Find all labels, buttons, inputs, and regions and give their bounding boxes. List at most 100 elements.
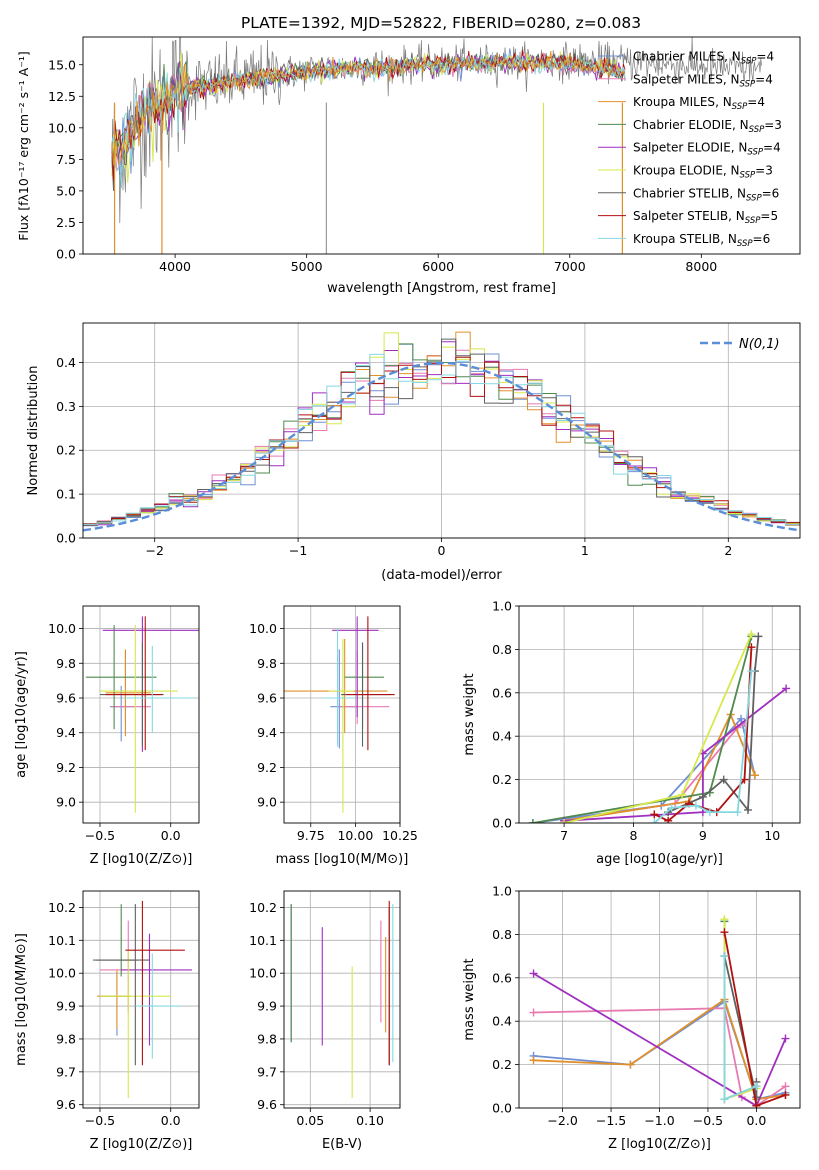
weight-line [532, 636, 753, 823]
y-tick-label: 9.7 [257, 1064, 277, 1079]
weight-marker [626, 1060, 635, 1069]
y-axis-label: age [log10(age/yr)] [14, 651, 29, 778]
y-axis-label: mass weight [462, 958, 477, 1040]
weight-line [653, 647, 753, 822]
legend-label: Chabrier MILES, NSSP=4 [633, 50, 774, 67]
x-tick-label: −2.0 [547, 1113, 577, 1128]
legend-label: Chabrier ELODIE, NSSP=3 [633, 118, 782, 135]
x-axis-label: Z [log10(Z/Z⊙)] [608, 1137, 711, 1152]
y-tick-label: 0.4 [492, 729, 512, 744]
y-tick-label: 0.2 [492, 772, 512, 787]
y-tick-label: 9.0 [56, 795, 76, 810]
weight-marker [720, 952, 729, 961]
weight-marker [720, 928, 729, 937]
legend-nssp-subscript: SSP [746, 193, 762, 203]
weight-marker [529, 1008, 538, 1017]
weight-marker [750, 771, 759, 780]
weight-marker [650, 819, 659, 823]
weight-marker [752, 1082, 761, 1091]
legend-label: Salpeter ELODIE, NSSP=4 [633, 141, 781, 158]
y-tick-label: 9.4 [56, 725, 76, 740]
y-tick-label: 9.0 [257, 795, 277, 810]
weight-marker [781, 1034, 790, 1043]
x-tick-label: 10.00 [337, 828, 373, 843]
y-tick-label: 0.0 [492, 1101, 512, 1116]
y-tick-label: 2.5 [56, 215, 76, 230]
y-tick-label: 9.7 [56, 1064, 76, 1079]
legend-model-name: Chabrier MILES [633, 50, 724, 64]
legend-nssp-eq: = [760, 209, 770, 223]
y-tick-label: 9.2 [257, 760, 277, 775]
x-tick-label: 7000 [554, 259, 586, 274]
y-tick-label: 0.6 [492, 685, 512, 700]
legend-nssp-prefix: , N [728, 209, 745, 223]
x-tick-label: 10 [764, 828, 780, 843]
panel-weight_vs_Z: −2.0 −1.5 −1.0 −0.5 0.0 0.0 0.2 0.4 0.6 0.8 1.0 Z [… [462, 884, 801, 1152]
plot-area [92, 900, 192, 1099]
normal-curve [83, 361, 800, 532]
legend-nssp-subscript: SSP [749, 125, 765, 135]
x-tick-label: 0.0 [746, 1113, 766, 1128]
plot-area [290, 900, 394, 1099]
legend-nssp-prefix: , N [723, 72, 740, 86]
y-tick-label: 10.0 [249, 966, 277, 981]
y-tick-label: 10.0 [48, 120, 76, 135]
y-tick-label: 10.0 [249, 621, 277, 636]
legend-nssp-subscript: SSP [737, 239, 753, 249]
y-tick-label: 1.0 [492, 884, 512, 899]
legend-nssp-prefix: , N [729, 186, 746, 200]
axes-frame [82, 36, 801, 255]
y-axis-label: Flux [fλ10⁻¹⁷ erg cm⁻² s⁻¹ A⁻¹] [16, 51, 31, 240]
y-tick-label: 10.1 [48, 933, 76, 948]
x-tick-label: 0.10 [356, 1113, 384, 1128]
legend-label: Kroupa MILES, NSSP=4 [633, 95, 765, 112]
y-tick-label: 0.4 [56, 355, 76, 370]
axes-frame [283, 605, 401, 824]
legend-nssp-prefix: , N [732, 118, 749, 132]
legend-nssp-value: 4 [773, 141, 781, 155]
weight-marker [720, 1095, 729, 1104]
model-spectrum-line [111, 50, 626, 181]
x-axis-label: age [log10(age/yr)] [596, 852, 723, 867]
weight-marker [528, 819, 537, 823]
weight-line [563, 712, 756, 822]
y-tick-label: 10.2 [249, 900, 277, 915]
plot-area [528, 630, 791, 823]
legend-nssp-value: 4 [757, 95, 765, 109]
x-axis-label: mass [log10(M/M⊙)] [276, 852, 409, 867]
x-tick-label: 8 [630, 828, 638, 843]
x-tick-label: 0 [438, 543, 446, 558]
weight-marker [698, 792, 707, 801]
panel-age_vs_Z: −0.5 0.0 9.0 9.2 9.4 9.6 9.8 10.0 Z [log10(Z/Z⊙)… [14, 605, 200, 867]
x-tick-label: −2 [145, 543, 163, 558]
y-tick-label: 9.9 [257, 999, 277, 1014]
axes-frame [82, 890, 200, 1109]
y-tick-label: 5.0 [56, 183, 76, 198]
x-axis-label: Z [log10(Z/Z⊙)] [90, 1137, 193, 1152]
legend-model-name: Kroupa ELODIE [633, 164, 723, 178]
legend-label: Kroupa ELODIE, NSSP=3 [633, 164, 773, 181]
y-tick-label: 9.6 [257, 1097, 277, 1112]
y-tick-label: 9.6 [257, 691, 277, 706]
y-tick-label: 0.0 [492, 816, 512, 831]
y-tick-label: 9.8 [257, 656, 277, 671]
weight-marker [705, 808, 714, 817]
y-tick-label: 0.4 [492, 1014, 512, 1029]
weight-marker [733, 808, 742, 817]
axes-frame [82, 322, 801, 539]
y-tick-label: 9.4 [257, 725, 277, 740]
x-tick-label: 8000 [685, 259, 717, 274]
legend-nssp-subscript: SSP [741, 57, 757, 67]
legend-nssp-value: 3 [774, 118, 782, 132]
weight-marker [529, 1056, 538, 1065]
weight-marker [678, 790, 687, 799]
legend-nssp-value: 4 [766, 50, 774, 64]
weight-marker [752, 1101, 761, 1108]
x-tick-label: 1 [581, 543, 589, 558]
y-tick-label: 9.9 [56, 999, 76, 1014]
weight-marker [743, 805, 752, 814]
weight-marker [691, 801, 700, 810]
weight-line [564, 687, 787, 822]
legend-nssp-subscript: SSP [732, 102, 748, 112]
legend-model-name: Kroupa STELIB [633, 232, 720, 246]
